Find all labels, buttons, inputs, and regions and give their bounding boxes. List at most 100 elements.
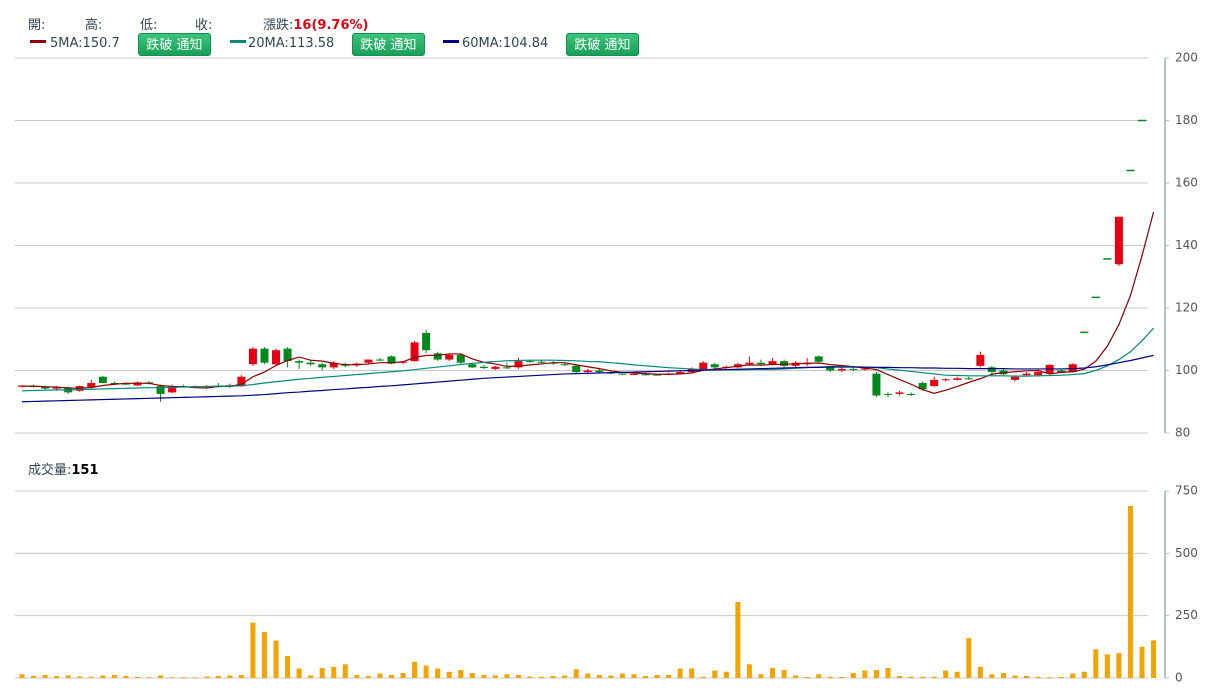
alert-button[interactable]: 跌破 通知 — [566, 33, 639, 56]
volume-bar — [331, 666, 337, 678]
value: 104.84 — [502, 36, 549, 51]
volume-bar — [227, 675, 233, 678]
volume-bar — [954, 671, 960, 678]
label: 20MA: — [248, 36, 289, 51]
volume-bar — [550, 676, 556, 678]
y-tick-label: 200 — [1175, 51, 1198, 65]
volume-bar — [1058, 677, 1064, 678]
ma-line — [22, 211, 1155, 394]
volume-bar — [469, 673, 475, 678]
candle-body — [468, 364, 477, 368]
candle-body — [930, 379, 939, 387]
candle-body — [329, 362, 338, 368]
alert-button[interactable]: 跌破 通知 — [352, 33, 425, 56]
volume-bar — [319, 668, 325, 678]
ma-line — [21, 327, 1154, 392]
volume-bar — [192, 677, 198, 678]
candle-body — [837, 368, 846, 371]
volume-bar — [354, 675, 360, 678]
candle-body — [479, 366, 488, 368]
candle-body — [295, 361, 304, 363]
candle-body — [768, 361, 777, 365]
volume-bar — [827, 676, 833, 678]
volume-bar — [181, 677, 187, 678]
volume-bar — [1127, 505, 1133, 678]
volume-bar — [296, 668, 302, 678]
candle-body — [860, 368, 869, 370]
volume-bar — [388, 675, 394, 678]
volume-bar — [273, 640, 279, 678]
volume-bar — [700, 676, 706, 678]
candle-body — [272, 350, 281, 365]
legend-item: 5MA:150.7 — [50, 36, 120, 51]
volume-bar — [920, 676, 926, 678]
candle-body — [364, 359, 373, 363]
volume-bar — [562, 675, 568, 678]
candle-body — [537, 361, 546, 363]
volume-bar — [677, 668, 683, 678]
value: 151 — [71, 463, 99, 478]
volume-title: 成交量:151 — [28, 459, 99, 478]
volume-bar — [654, 675, 660, 678]
volume-bar — [527, 676, 533, 678]
candle-body — [883, 393, 892, 395]
volume-bar — [446, 671, 452, 678]
volume-bar — [931, 676, 937, 678]
candle-body — [445, 354, 454, 360]
candle-body — [756, 362, 765, 365]
value: 113.58 — [288, 36, 335, 51]
candle-body — [941, 379, 950, 381]
volume-bar — [539, 676, 545, 678]
volume-bar — [943, 670, 949, 678]
volume-bar — [793, 675, 799, 678]
candle-body — [745, 362, 754, 365]
volume-bar — [1116, 653, 1122, 678]
candle-body — [41, 386, 50, 389]
volume-bar — [723, 671, 729, 678]
label: 60MA: — [462, 36, 503, 51]
volume-bar — [631, 674, 637, 678]
candle-body — [641, 374, 650, 376]
volume-bar — [412, 661, 418, 678]
candle-body — [456, 354, 465, 363]
candle-body — [375, 359, 384, 361]
volume-bar — [400, 673, 406, 678]
candle-body — [964, 378, 973, 380]
candle-body — [560, 364, 569, 366]
alert-button[interactable]: 跌破 通知 — [138, 33, 211, 56]
candle-body — [895, 392, 904, 394]
candle-body — [907, 393, 916, 395]
candle-body — [502, 367, 511, 369]
candle-body — [248, 348, 257, 365]
candle-body — [306, 362, 315, 365]
volume-bar — [804, 677, 810, 678]
label: 開: — [28, 18, 46, 33]
legend-item: 20MA:113.58 — [248, 36, 334, 51]
volume-bar — [123, 676, 129, 678]
volume-bar — [169, 677, 175, 678]
volume-bar — [134, 677, 140, 678]
y-tick-label: 140 — [1175, 238, 1198, 252]
candle-body — [676, 372, 685, 374]
candle-body — [491, 366, 500, 369]
volume-bar — [885, 668, 891, 678]
volume-bar — [100, 675, 106, 678]
volume-bar — [1070, 673, 1076, 678]
candle-body — [133, 382, 142, 386]
volume-bar — [666, 675, 672, 678]
volume-bar — [712, 670, 718, 678]
candle-body — [780, 361, 789, 366]
volume-bar — [1024, 676, 1030, 678]
y-tick-label: 0 — [1175, 671, 1183, 685]
candle-body — [583, 370, 592, 373]
candle-body — [814, 356, 823, 362]
volume-bar — [215, 676, 221, 678]
volume-bar — [1035, 676, 1041, 678]
label: 漲跌: — [263, 18, 294, 33]
volume-bar — [65, 675, 71, 678]
y-tick-label: 160 — [1175, 176, 1198, 190]
candle-body — [318, 364, 327, 368]
y-tick-label: 180 — [1175, 113, 1198, 127]
volume-bar — [435, 668, 441, 678]
